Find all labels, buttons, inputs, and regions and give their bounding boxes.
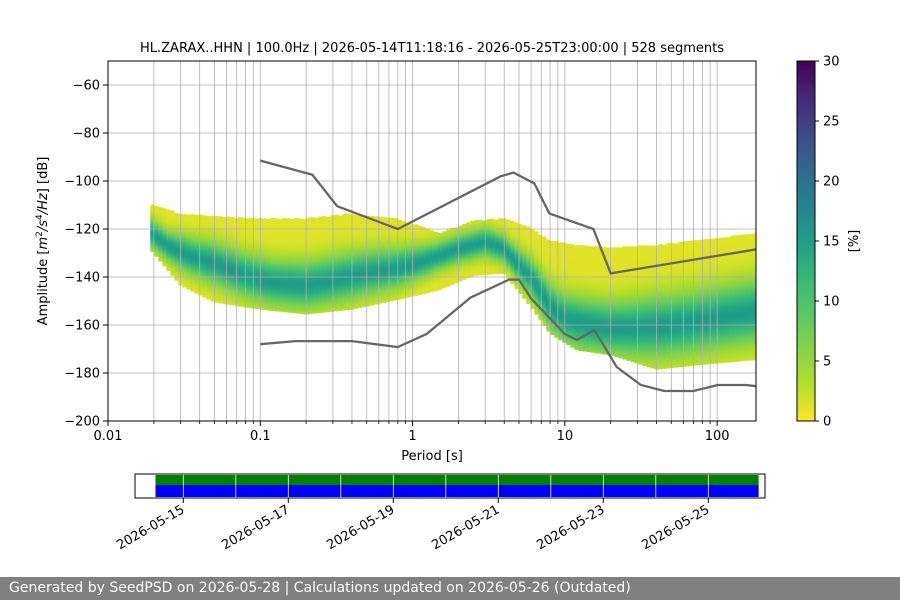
psd-cell xyxy=(306,217,311,221)
psd-cell xyxy=(186,214,191,218)
psd-cell xyxy=(358,214,363,218)
chart-title: HL.ZARAX..HHN | 100.0Hz | 2026-05-14T11:… xyxy=(140,41,724,56)
psd-cell xyxy=(286,218,291,222)
psd-cell xyxy=(222,217,227,221)
psd-cell xyxy=(250,217,255,221)
psd-cell xyxy=(266,218,271,222)
psd-cell xyxy=(334,214,339,218)
psd-cell xyxy=(398,219,403,223)
psd-cell xyxy=(162,208,167,212)
psd-plot: 0.01 0.1 1 10 100 −60−80−100−120−140−160−180… xyxy=(64,60,757,444)
psd-cell xyxy=(346,213,351,217)
psd-cell xyxy=(290,218,295,222)
psd-cell xyxy=(230,217,235,221)
psd-cell xyxy=(298,218,303,222)
psd-cell xyxy=(418,225,423,229)
psd-cell xyxy=(402,221,407,225)
psd-cell xyxy=(330,215,335,219)
psd-cell xyxy=(326,216,331,220)
psd-cell xyxy=(430,230,435,234)
psd-cell xyxy=(158,207,163,210)
psd-cell xyxy=(242,217,247,221)
psd-cell xyxy=(214,215,219,219)
psd-cell xyxy=(342,213,347,217)
psd-cell xyxy=(322,216,327,219)
psd-cell xyxy=(378,216,383,220)
psd-cell xyxy=(350,214,355,218)
psd-cell xyxy=(218,216,223,220)
psd-cell xyxy=(434,231,439,235)
psd-cell xyxy=(382,217,387,221)
psd-cell xyxy=(194,215,199,218)
psd-cell xyxy=(182,213,187,217)
psd-cell xyxy=(282,218,287,221)
psd-cell xyxy=(210,215,215,219)
psd-cell xyxy=(302,218,307,222)
psd-cell xyxy=(190,214,195,218)
psd-cell xyxy=(154,205,159,209)
psd-cell xyxy=(238,217,243,221)
psd-cell xyxy=(166,209,171,213)
psd-cell xyxy=(354,214,359,218)
psd-cell xyxy=(262,218,267,222)
psd-cell xyxy=(338,215,343,219)
psd-cell xyxy=(414,224,419,228)
psd-cell xyxy=(226,216,231,220)
psd-cell xyxy=(246,218,251,222)
psd-cell xyxy=(198,214,203,218)
psd-cell xyxy=(426,228,431,232)
psd-cell xyxy=(170,210,175,214)
psd-cell xyxy=(202,215,207,219)
psd-cell xyxy=(318,216,323,220)
psd-cell xyxy=(394,218,399,222)
psd-heatmap xyxy=(150,204,756,370)
psd-cell xyxy=(254,218,259,222)
psd-cell xyxy=(390,217,395,221)
psd-cell xyxy=(274,218,279,222)
psd-cell xyxy=(438,233,443,236)
psd-cell xyxy=(150,204,155,208)
psd-cell xyxy=(294,218,299,222)
psd-cell xyxy=(270,218,275,221)
psd-cell xyxy=(278,218,283,222)
psd-cell xyxy=(174,212,179,216)
psd-cell xyxy=(374,216,379,220)
psd-cell xyxy=(310,217,315,221)
psd-cell xyxy=(206,216,211,220)
psd-cell xyxy=(314,218,319,221)
psd-cell xyxy=(386,217,391,221)
psd-cell xyxy=(370,216,375,219)
